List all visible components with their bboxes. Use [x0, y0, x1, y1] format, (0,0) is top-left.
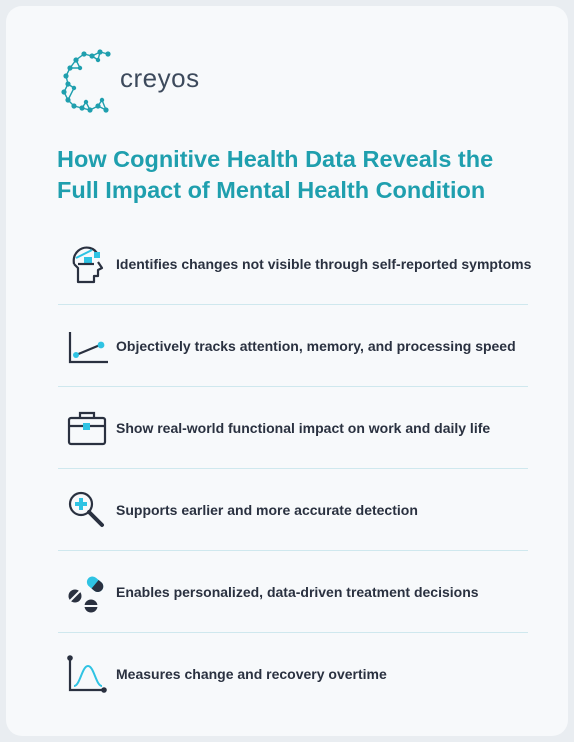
trend-line-icon	[64, 324, 108, 368]
item-text: Show real-world functional impact on wor…	[116, 419, 491, 436]
title-line-1: How Cognitive Health Data Reveals the	[57, 146, 494, 172]
benefit-list: Identifies changes not visible through s…	[58, 223, 532, 714]
list-item: Show real-world functional impact on wor…	[58, 387, 528, 469]
item-text: Enables personalized, data-driven treatm…	[116, 583, 479, 600]
brain-head-icon	[64, 242, 108, 286]
title-line-2: Full Impact of Mental Health Condition	[57, 177, 486, 203]
list-item: Measures change and recovery overtime	[58, 633, 528, 714]
pills-icon	[64, 570, 108, 614]
list-item: Objectively tracks attention, memory, an…	[58, 305, 528, 387]
list-item: Enables personalized, data-driven treatm…	[58, 551, 528, 633]
brand-name: creyos	[120, 63, 200, 93]
item-text: Supports earlier and more accurate detec…	[116, 501, 418, 518]
list-item: Supports earlier and more accurate detec…	[58, 469, 528, 551]
item-text: Identifies changes not visible through s…	[116, 255, 532, 272]
item-text: Measures change and recovery overtime	[116, 665, 387, 682]
briefcase-icon	[64, 406, 108, 450]
page-title: How Cognitive Health Data Reveals the Fu…	[57, 144, 537, 206]
magnifier-plus-icon	[64, 488, 108, 532]
bell-curve-chart-icon	[64, 652, 108, 696]
list-item: Identifies changes not visible through s…	[58, 223, 532, 305]
item-text: Objectively tracks attention, memory, an…	[116, 337, 516, 354]
infographic-card: creyos How Cognitive Health Data Reveals…	[6, 6, 568, 736]
creyos-logo: creyos	[58, 48, 199, 114]
molecule-c-icon	[61, 49, 111, 113]
